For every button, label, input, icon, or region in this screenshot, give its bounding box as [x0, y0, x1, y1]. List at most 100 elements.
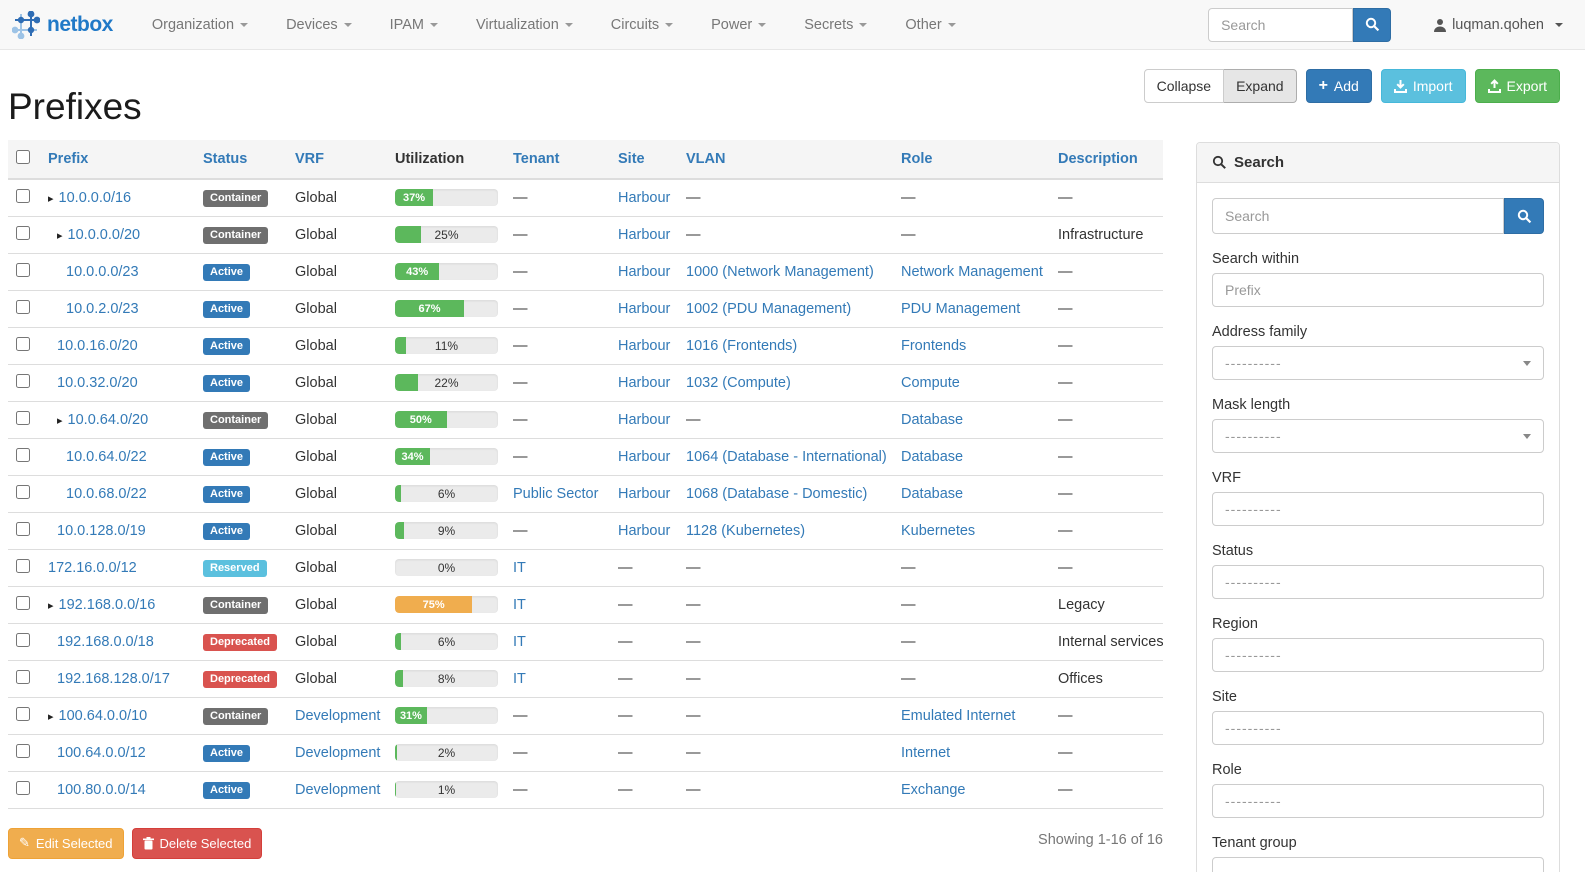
- filter-select-address-family[interactable]: ----------: [1212, 346, 1544, 380]
- menu-item-ipam[interactable]: IPAM: [371, 0, 457, 50]
- row-checkbox[interactable]: [16, 595, 30, 610]
- menu-item-other[interactable]: Other: [886, 0, 974, 50]
- row-checkbox[interactable]: [16, 225, 30, 240]
- menu-item-secrets[interactable]: Secrets: [785, 0, 886, 50]
- expand-arrow-icon[interactable]: ▸: [57, 414, 63, 427]
- row-checkbox[interactable]: [16, 410, 30, 425]
- prefix-link[interactable]: 10.0.32.0/20: [57, 374, 138, 391]
- row-checkbox[interactable]: [16, 780, 30, 795]
- role-link[interactable]: Kubernetes: [901, 522, 976, 539]
- filter-search-button[interactable]: [1504, 198, 1544, 234]
- menu-item-organization[interactable]: Organization: [133, 0, 267, 50]
- global-search-input[interactable]: [1208, 7, 1354, 42]
- netbox-logo[interactable]: netbox: [12, 10, 113, 39]
- filter-select-site[interactable]: ----------: [1212, 711, 1544, 745]
- row-checkbox[interactable]: [16, 743, 30, 758]
- menu-item-circuits[interactable]: Circuits: [592, 0, 692, 50]
- site-link[interactable]: Harbour: [618, 189, 671, 206]
- expand-button[interactable]: Expand: [1224, 69, 1297, 103]
- filter-select-role[interactable]: ----------: [1212, 784, 1544, 818]
- site-link[interactable]: Harbour: [618, 411, 671, 428]
- vlan-link[interactable]: 1000 (Network Management): [686, 263, 874, 280]
- expand-arrow-icon[interactable]: ▸: [48, 192, 54, 205]
- prefix-link[interactable]: 192.168.128.0/17: [57, 670, 170, 687]
- prefix-link[interactable]: 192.168.0.0/16: [58, 596, 156, 613]
- row-checkbox[interactable]: [16, 373, 30, 388]
- role-link[interactable]: Exchange: [901, 781, 966, 798]
- add-button[interactable]: + Add: [1305, 69, 1372, 103]
- row-checkbox[interactable]: [16, 632, 30, 647]
- prefix-link[interactable]: 172.16.0.0/12: [48, 559, 137, 576]
- role-link[interactable]: Internet: [901, 744, 951, 761]
- vrf-link[interactable]: Development: [295, 781, 381, 798]
- prefix-link[interactable]: 10.0.128.0/19: [57, 522, 146, 539]
- site-link[interactable]: Harbour: [618, 448, 671, 465]
- vlan-link[interactable]: 1032 (Compute): [686, 374, 791, 391]
- tenant-link[interactable]: IT: [513, 559, 526, 576]
- filter-select-status[interactable]: ----------: [1212, 565, 1544, 599]
- vlan-link[interactable]: 1002 (PDU Management): [686, 300, 852, 317]
- site-link[interactable]: Harbour: [618, 300, 671, 317]
- global-search-button[interactable]: [1353, 7, 1392, 42]
- site-link[interactable]: Harbour: [618, 263, 671, 280]
- sort-link-vrf[interactable]: VRF: [295, 151, 324, 167]
- row-checkbox[interactable]: [16, 262, 30, 277]
- select-all-checkbox[interactable]: [16, 150, 30, 164]
- role-link[interactable]: Emulated Internet: [901, 707, 1016, 724]
- role-link[interactable]: Database: [901, 411, 964, 428]
- filter-search-input[interactable]: [1212, 198, 1504, 234]
- prefix-link[interactable]: 100.64.0.0/12: [57, 744, 146, 761]
- vlan-link[interactable]: 1068 (Database - Domestic): [686, 485, 868, 502]
- sort-link-description[interactable]: Description: [1058, 151, 1138, 167]
- sort-link-role[interactable]: Role: [901, 151, 933, 167]
- export-button[interactable]: Export: [1474, 69, 1560, 103]
- expand-arrow-icon[interactable]: ▸: [48, 710, 54, 723]
- vlan-link[interactable]: 1064 (Database - International): [686, 448, 887, 465]
- vlan-link[interactable]: 1128 (Kubernetes): [686, 522, 806, 539]
- row-checkbox[interactable]: [16, 299, 30, 314]
- prefix-link[interactable]: 10.0.68.0/22: [66, 485, 147, 502]
- sort-link-tenant[interactable]: Tenant: [513, 151, 560, 167]
- filter-select-tenant-group[interactable]: ----------: [1212, 857, 1544, 872]
- row-checkbox[interactable]: [16, 336, 30, 351]
- prefix-link[interactable]: 10.0.16.0/20: [57, 337, 138, 354]
- role-link[interactable]: Network Management: [901, 263, 1043, 280]
- collapse-button[interactable]: Collapse: [1143, 69, 1225, 103]
- filter-input-search-within[interactable]: [1212, 273, 1544, 307]
- sort-link-site[interactable]: Site: [618, 151, 645, 167]
- sort-link-prefix[interactable]: Prefix: [48, 151, 89, 167]
- role-link[interactable]: Frontends: [901, 337, 967, 354]
- tenant-link[interactable]: Public Sector: [513, 485, 599, 502]
- prefix-link[interactable]: 10.0.0.0/20: [67, 226, 141, 243]
- prefix-link[interactable]: 10.0.64.0/20: [67, 411, 149, 428]
- site-link[interactable]: Harbour: [618, 485, 671, 502]
- prefix-link[interactable]: 100.64.0.0/10: [58, 707, 148, 724]
- sort-link-vlan[interactable]: VLAN: [686, 151, 726, 167]
- tenant-link[interactable]: IT: [513, 670, 526, 687]
- import-button[interactable]: Import: [1380, 69, 1466, 103]
- row-checkbox[interactable]: [16, 447, 30, 462]
- filter-select-vrf[interactable]: ----------: [1212, 492, 1544, 526]
- row-checkbox[interactable]: [16, 669, 30, 684]
- user-menu[interactable]: luqman.qohen: [1433, 17, 1563, 33]
- site-link[interactable]: Harbour: [618, 337, 671, 354]
- row-checkbox[interactable]: [16, 521, 30, 536]
- row-checkbox[interactable]: [16, 558, 30, 573]
- prefix-link[interactable]: 10.0.0.0/16: [58, 189, 132, 206]
- prefix-link[interactable]: 100.80.0.0/14: [57, 781, 146, 798]
- filter-select-mask-length[interactable]: ----------: [1212, 419, 1544, 453]
- role-link[interactable]: Compute: [901, 374, 960, 391]
- vrf-link[interactable]: Development: [295, 744, 381, 761]
- tenant-link[interactable]: IT: [513, 633, 526, 650]
- prefix-link[interactable]: 10.0.2.0/23: [66, 300, 139, 317]
- row-checkbox[interactable]: [16, 706, 30, 721]
- tenant-link[interactable]: IT: [513, 596, 526, 613]
- menu-item-virtualization[interactable]: Virtualization: [457, 0, 592, 50]
- row-checkbox[interactable]: [16, 188, 30, 203]
- expand-arrow-icon[interactable]: ▸: [48, 599, 54, 612]
- vrf-link[interactable]: Development: [295, 707, 381, 724]
- role-link[interactable]: Database: [901, 448, 964, 465]
- site-link[interactable]: Harbour: [618, 374, 671, 391]
- menu-item-devices[interactable]: Devices: [267, 0, 371, 50]
- menu-item-power[interactable]: Power: [692, 0, 785, 50]
